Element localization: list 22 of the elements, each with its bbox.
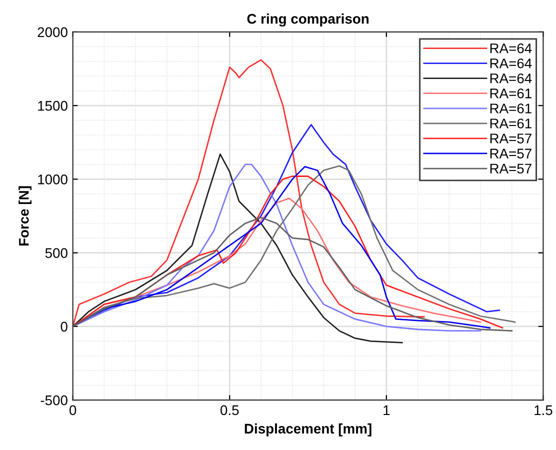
legend-label: RA=61 [490,118,532,128]
y-tick-label: 2000 [38,27,68,38]
x-tick-label: 0.5 [220,405,239,416]
legend-label: RA=57 [490,134,532,144]
y-tick-label: 0 [60,322,68,332]
legend-label: RA=64 [490,73,532,84]
x-axis-title: Displacement [mm] [244,423,372,436]
x-tick-label: 1.5 [534,405,552,416]
legend-label: RA=57 [490,148,532,158]
x-tick-label: 1 [384,405,390,415]
chart-title: C ring comparison [247,14,369,27]
legend-label: RA=61 [490,104,532,114]
legend-label: RA=57 [490,164,532,174]
legend-label: RA=64 [490,58,532,68]
y-tick-label: 1000 [38,174,68,184]
x-tick-label: 0 [70,405,76,416]
y-tick-label: 1500 [38,100,68,111]
legend-label: RA=64 [490,43,532,54]
y-tick-label: 500 [45,248,68,258]
y-tick-label: -500 [40,395,68,406]
y-axis-title: Force [N] [18,186,32,246]
legend-label: RA=61 [490,88,532,98]
